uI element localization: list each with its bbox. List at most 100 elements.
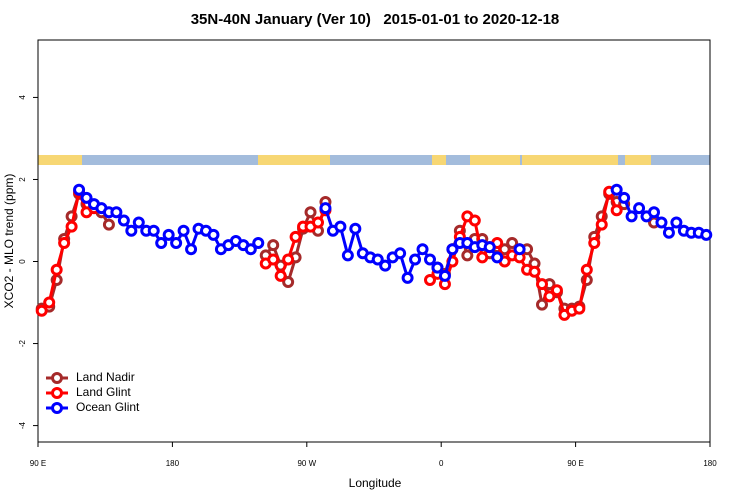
land-strip bbox=[432, 155, 446, 165]
point bbox=[491, 251, 504, 264]
legend-marker bbox=[51, 387, 63, 399]
y-tick-label: 0 bbox=[18, 259, 27, 264]
point bbox=[543, 290, 556, 303]
point bbox=[625, 210, 638, 223]
point bbox=[446, 243, 459, 256]
point bbox=[155, 237, 168, 250]
x-tick-label: 180 bbox=[703, 459, 717, 468]
point bbox=[670, 216, 683, 229]
point bbox=[483, 241, 496, 254]
legend-label: Ocean Glint bbox=[76, 400, 140, 414]
point bbox=[662, 226, 675, 239]
land-strip bbox=[38, 155, 82, 165]
point bbox=[80, 191, 93, 204]
point bbox=[580, 263, 593, 276]
point bbox=[655, 216, 668, 229]
point bbox=[401, 271, 414, 284]
point bbox=[132, 216, 145, 229]
point bbox=[252, 237, 265, 250]
point bbox=[610, 204, 623, 217]
point bbox=[170, 237, 183, 250]
point bbox=[416, 243, 429, 256]
point bbox=[312, 216, 324, 229]
point bbox=[102, 218, 115, 231]
point bbox=[185, 243, 198, 256]
point bbox=[349, 222, 362, 235]
point bbox=[610, 183, 623, 196]
chart-title: 35N-40N January (Ver 10) 2015-01-01 to 2… bbox=[191, 11, 560, 28]
point bbox=[282, 276, 295, 289]
point bbox=[550, 284, 563, 297]
point bbox=[110, 206, 123, 219]
legend-marker bbox=[51, 402, 63, 414]
legend-marker bbox=[51, 372, 63, 384]
point bbox=[50, 263, 63, 276]
point bbox=[334, 220, 347, 233]
point bbox=[468, 214, 481, 227]
point bbox=[424, 253, 436, 266]
x-axis-label: Longitude bbox=[349, 476, 402, 490]
point bbox=[244, 243, 257, 256]
x-tick-label: 90 E bbox=[30, 459, 46, 468]
point bbox=[476, 251, 489, 264]
point bbox=[125, 224, 138, 237]
point bbox=[274, 269, 287, 282]
point bbox=[35, 304, 48, 317]
point bbox=[431, 261, 444, 274]
point bbox=[700, 228, 713, 241]
point bbox=[147, 224, 160, 237]
point bbox=[117, 214, 130, 227]
point bbox=[513, 243, 526, 256]
point bbox=[633, 202, 646, 215]
point bbox=[289, 230, 302, 243]
point bbox=[409, 253, 422, 266]
point bbox=[648, 206, 660, 219]
point bbox=[341, 249, 354, 262]
plot-frame bbox=[37, 39, 711, 443]
point bbox=[588, 237, 601, 250]
point bbox=[304, 206, 317, 219]
point bbox=[177, 224, 190, 237]
point bbox=[618, 191, 631, 204]
point bbox=[282, 253, 295, 266]
point bbox=[528, 265, 541, 278]
point bbox=[162, 228, 175, 241]
x-tick-label: 180 bbox=[166, 459, 180, 468]
land-strip bbox=[258, 155, 330, 165]
point bbox=[573, 302, 586, 315]
legend-label: Land Glint bbox=[76, 385, 131, 399]
land-strip bbox=[470, 155, 520, 165]
map-strip bbox=[38, 155, 710, 165]
point bbox=[267, 239, 280, 252]
legend-label: Land Nadir bbox=[76, 370, 135, 384]
ocean-strip bbox=[38, 155, 710, 165]
point bbox=[461, 249, 474, 262]
point bbox=[267, 253, 280, 266]
point bbox=[506, 237, 519, 250]
point bbox=[438, 269, 451, 282]
land-strip bbox=[522, 155, 618, 165]
point bbox=[371, 253, 384, 266]
point bbox=[379, 259, 392, 272]
point bbox=[207, 228, 220, 241]
y-axis-label: XCO2 - MLO trend (ppm) bbox=[2, 174, 16, 309]
point bbox=[595, 218, 608, 231]
point bbox=[536, 278, 548, 291]
point bbox=[424, 273, 436, 286]
land-strip bbox=[625, 155, 651, 165]
point bbox=[319, 202, 332, 215]
point bbox=[43, 296, 56, 309]
y-tick-label: 4 bbox=[18, 95, 27, 100]
y-tick-label: -4 bbox=[18, 421, 27, 429]
y-tick-label: 2 bbox=[18, 177, 27, 182]
x-tick-label: 0 bbox=[439, 459, 444, 468]
point bbox=[65, 220, 78, 233]
y-tick-label: -2 bbox=[18, 339, 27, 347]
x-tick-label: 90 E bbox=[567, 459, 583, 468]
point bbox=[394, 247, 407, 260]
point bbox=[58, 237, 71, 250]
point bbox=[536, 298, 548, 311]
point bbox=[73, 183, 86, 196]
x-tick-label: 90 W bbox=[297, 459, 316, 468]
